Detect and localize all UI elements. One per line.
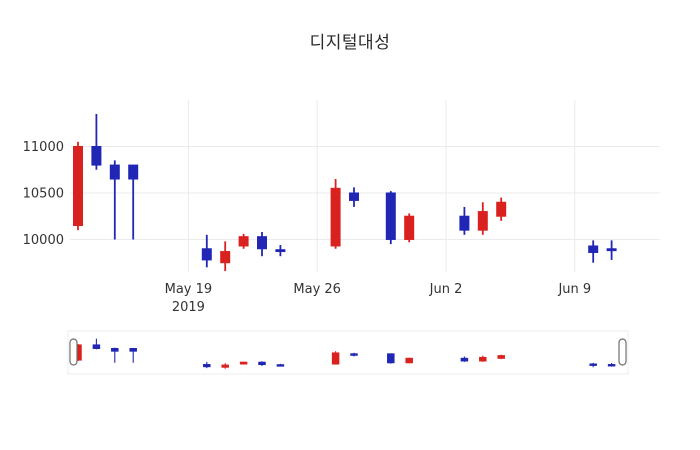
mini-candle-down (350, 353, 358, 356)
candle-up[interactable] (238, 236, 249, 247)
rangeslider-frame[interactable] (67, 330, 629, 375)
candle-down[interactable] (275, 249, 286, 253)
x-tick-year-label: 2019 (172, 300, 205, 315)
rangeslider-handle-left[interactable] (69, 338, 78, 366)
x-tick-label: May 19 (165, 282, 213, 297)
mini-candle-down (607, 364, 616, 367)
candle-up[interactable] (477, 211, 488, 231)
candle-down[interactable] (385, 192, 396, 240)
mini-candle-down (92, 344, 101, 349)
candle-down[interactable] (201, 248, 212, 261)
candle-up[interactable] (220, 251, 231, 264)
mini-candle-down (589, 363, 597, 366)
mini-candle-up (479, 356, 487, 362)
candle-down[interactable] (91, 145, 102, 166)
x-tick-label: Jun 2 (429, 282, 463, 297)
candle-up[interactable] (73, 145, 83, 227)
candle-down[interactable] (606, 248, 617, 252)
candle-up[interactable] (404, 215, 415, 240)
chart-title: 디지털대성 (309, 33, 391, 53)
candle-up[interactable] (496, 201, 507, 217)
x-tick-label: Jun 9 (557, 282, 591, 297)
mini-candle-down (129, 347, 137, 352)
candle-up[interactable] (330, 187, 341, 247)
mini-candle-up (497, 355, 505, 359)
candle-down[interactable] (588, 245, 599, 253)
mini-candle-down (111, 347, 119, 352)
y-tick-label: 10500 (23, 186, 64, 201)
rangeslider-handle-right[interactable] (618, 338, 627, 366)
y-tick-label: 10000 (23, 233, 64, 248)
mini-candle-up (221, 364, 229, 368)
mini-candle-down (460, 357, 469, 362)
mini-candle-up (331, 352, 340, 365)
candle-down[interactable] (128, 164, 139, 180)
x-tick-label: May 26 (293, 282, 341, 297)
mini-candle-up (239, 361, 248, 365)
candle-down[interactable] (349, 192, 359, 201)
candle-down[interactable] (257, 236, 267, 250)
y-tick-label: 11000 (23, 140, 64, 155)
mini-candle-down (258, 361, 266, 366)
candle-down[interactable] (459, 215, 470, 231)
candle-down[interactable] (109, 164, 120, 180)
mini-candle-down (276, 364, 285, 367)
mini-candle-up (405, 357, 413, 364)
mini-candle-down (387, 353, 395, 364)
mini-candle-down (203, 364, 211, 368)
